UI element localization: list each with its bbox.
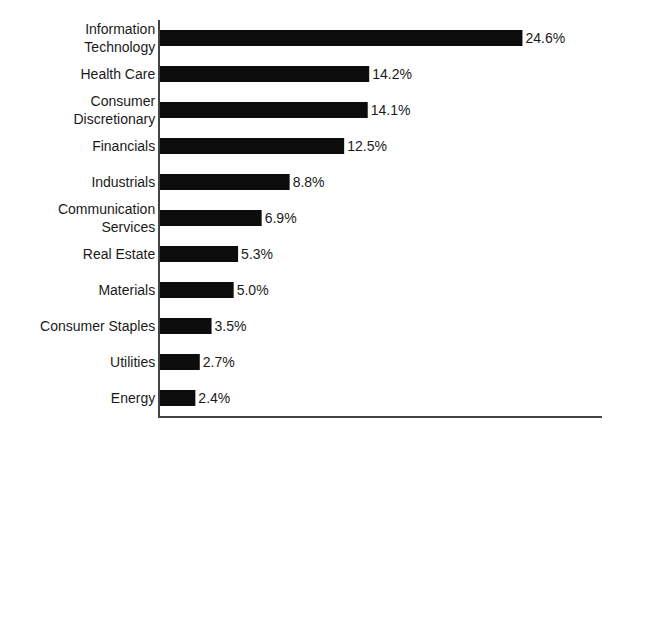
- svg-text:12.5%: 12.5%: [347, 138, 387, 154]
- svg-text:Real Estate: Real Estate: [83, 246, 156, 262]
- svg-text:14.1%: 14.1%: [371, 102, 411, 118]
- svg-text:8.8%: 8.8%: [293, 174, 325, 190]
- svg-text:Industrials: Industrials: [91, 174, 155, 190]
- svg-text:Utilities: Utilities: [110, 354, 155, 370]
- svg-text:2.4%: 2.4%: [198, 390, 230, 406]
- svg-text:Financials: Financials: [92, 138, 155, 154]
- svg-text:Consumer Staples: Consumer Staples: [40, 318, 155, 334]
- svg-text:5.0%: 5.0%: [237, 282, 269, 298]
- svg-text:Materials: Materials: [98, 282, 155, 298]
- svg-text:6.9%: 6.9%: [265, 210, 297, 226]
- svg-text:InformationTechnology: InformationTechnology: [84, 21, 155, 55]
- svg-text:Energy: Energy: [111, 390, 155, 406]
- svg-text:2.7%: 2.7%: [203, 354, 235, 370]
- svg-text:5.3%: 5.3%: [241, 246, 273, 262]
- svg-text:ConsumerDiscretionary: ConsumerDiscretionary: [73, 93, 155, 127]
- svg-text:14.2%: 14.2%: [372, 66, 412, 82]
- svg-text:3.5%: 3.5%: [215, 318, 247, 334]
- svg-text:CommunicationServices: CommunicationServices: [58, 201, 155, 235]
- svg-text:Health Care: Health Care: [80, 66, 155, 82]
- svg-text:24.6%: 24.6%: [525, 30, 565, 46]
